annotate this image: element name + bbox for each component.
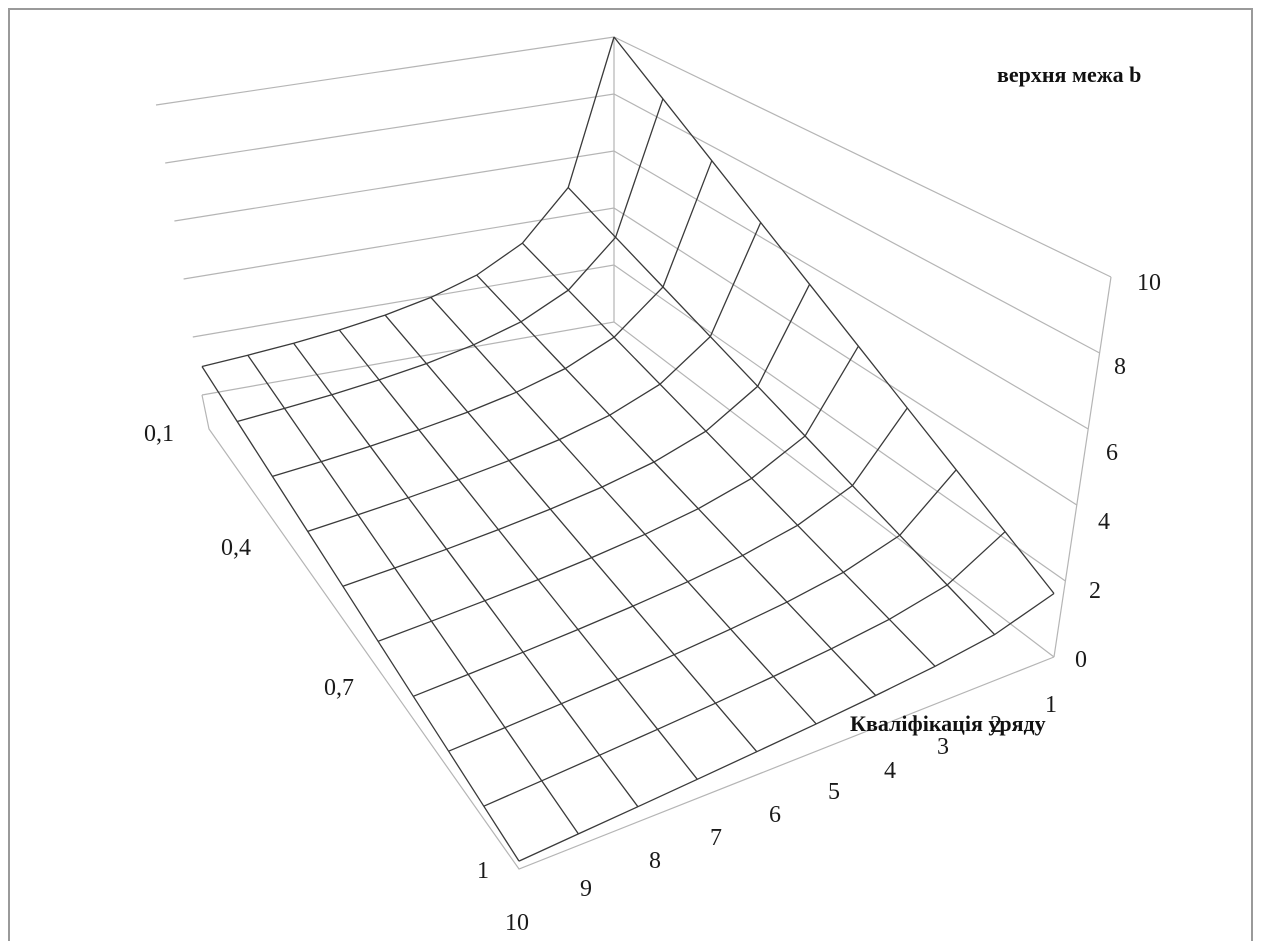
surface-line-a xyxy=(201,36,615,368)
surface-line-a xyxy=(413,407,908,697)
x-axis-ticks: 1 2 3 4 5 6 7 8 9 10 xyxy=(505,692,1057,936)
x-axis-title: Кваліфікація уряду xyxy=(850,711,1046,736)
wall-gridline xyxy=(192,264,1066,582)
z-tick-label: 0 xyxy=(1075,647,1087,673)
z-tick-label: 2 xyxy=(1089,578,1101,604)
z-tick-label: 10 xyxy=(1137,270,1161,296)
z-tick-label: 6 xyxy=(1106,440,1118,466)
x-tick-label: 3 xyxy=(937,734,949,760)
chart-frame: 0 2 4 6 8 10 1 2 3 4 5 6 7 8 9 10 0,1 0,4 0,7 1 верхня ме… xyxy=(8,8,1253,941)
surface-line-a xyxy=(518,592,1055,862)
wall-edge xyxy=(1053,276,1112,658)
surface-line-a xyxy=(237,98,664,423)
wall-gridline xyxy=(155,36,1112,278)
x-tick-label: 5 xyxy=(828,779,840,805)
surface-line-q xyxy=(247,354,579,835)
y-tick-label: 0,4 xyxy=(221,535,251,561)
surface-line-q xyxy=(338,329,698,780)
surface-line-q xyxy=(201,366,520,862)
x-tick-label: 7 xyxy=(710,825,722,851)
surface-mesh xyxy=(201,36,1055,862)
x-tick-label: 2 xyxy=(990,712,1002,738)
surface-line-a xyxy=(272,160,713,478)
surface-line-a xyxy=(448,469,957,752)
floor-edge xyxy=(201,394,1055,870)
x-tick-label: 8 xyxy=(649,848,661,874)
y-axis-ticks: 0,1 0,4 0,7 1 xyxy=(144,421,489,884)
surface-line-q xyxy=(430,296,817,725)
surface-line-q xyxy=(521,242,936,667)
y-tick-label: 1 xyxy=(477,858,489,884)
wall-gridline xyxy=(165,93,1100,354)
x-tick-label: 4 xyxy=(884,758,896,784)
z-tick-label: 8 xyxy=(1114,354,1126,380)
surface-line-a xyxy=(342,284,811,587)
z-tick-label: 4 xyxy=(1098,509,1110,535)
y-tick-label: 0,7 xyxy=(324,675,354,701)
x-tick-label: 1 xyxy=(1045,692,1057,718)
surface-line-q xyxy=(293,342,639,808)
chart-walls xyxy=(155,36,1112,870)
surface-line-q xyxy=(384,314,758,753)
x-tick-label: 10 xyxy=(505,910,529,936)
wall-gridline xyxy=(201,321,1055,658)
x-tick-label: 6 xyxy=(769,802,781,828)
z-axis-title: верхня межа b xyxy=(997,62,1141,87)
surface-line-q xyxy=(476,274,877,696)
surface-line-a xyxy=(377,345,859,642)
y-tick-label: 0,1 xyxy=(144,421,174,447)
z-axis-ticks: 0 2 4 6 8 10 xyxy=(1075,270,1161,673)
surface-line-a xyxy=(483,531,1006,807)
surface-line-q xyxy=(613,36,1055,594)
surface-line-a xyxy=(307,222,762,533)
x-tick-label: 9 xyxy=(580,876,592,902)
surface-line-q xyxy=(567,187,996,636)
